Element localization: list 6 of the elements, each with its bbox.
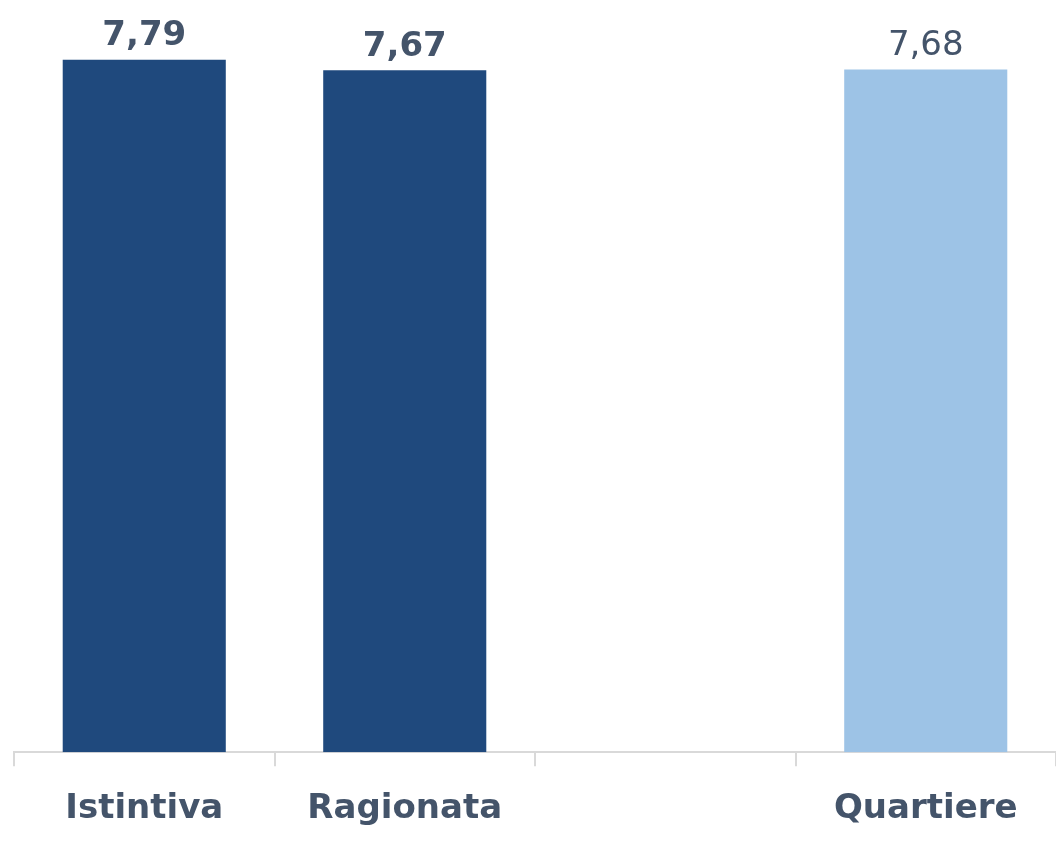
x-tick-label: Istintiva bbox=[65, 786, 224, 827]
data-label: 7,67 bbox=[362, 24, 447, 65]
x-tick-label: Ragionata bbox=[307, 786, 503, 827]
data-label: 7,79 bbox=[102, 13, 187, 54]
data-label: 7,68 bbox=[887, 23, 964, 64]
x-tick-label: Quartiere bbox=[833, 786, 1018, 827]
